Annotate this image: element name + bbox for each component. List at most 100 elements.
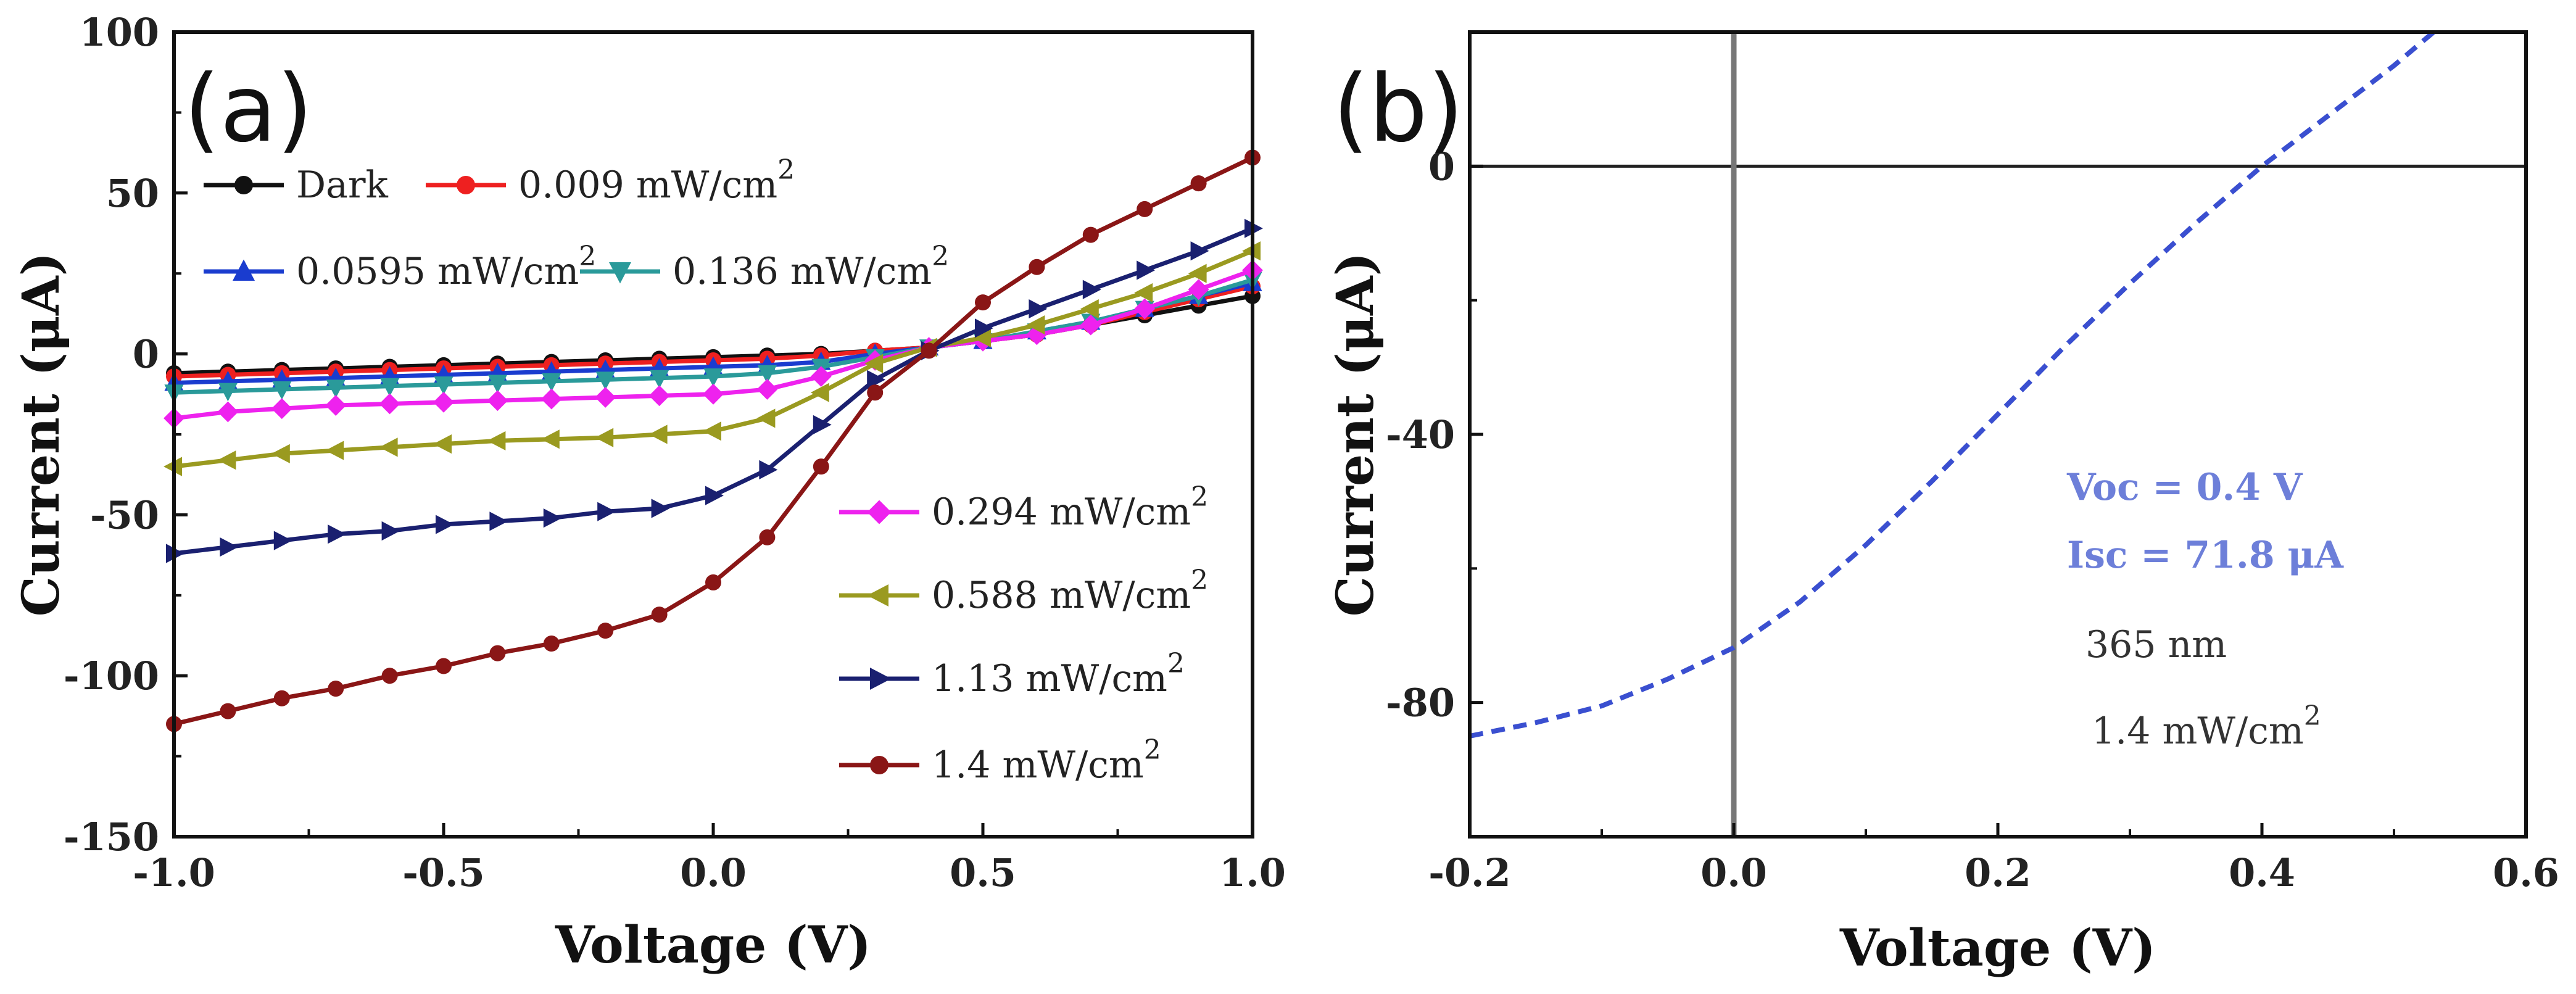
data-point xyxy=(757,365,777,384)
data-point xyxy=(379,393,400,415)
legend-marker xyxy=(870,668,892,690)
data-point xyxy=(975,318,993,338)
panel-b-xlabel: Voltage (V) xyxy=(1839,919,2156,978)
isc-annotation: Isc = 71.8 μA xyxy=(2067,534,2344,577)
data-point xyxy=(867,370,886,389)
data-point xyxy=(651,607,668,623)
data-point xyxy=(217,401,239,423)
y-tick-label: -50 xyxy=(90,492,159,537)
data-point xyxy=(864,354,884,373)
data-point xyxy=(972,328,991,348)
data-point xyxy=(756,408,776,428)
data-point xyxy=(272,381,292,400)
series-7 xyxy=(166,218,1263,563)
data-point xyxy=(648,385,670,407)
y-tick-label: -100 xyxy=(64,653,159,698)
x-tick-label: 0.0 xyxy=(680,850,747,895)
legend-label-text: 1.4 mW/cm xyxy=(932,743,1144,787)
legend-label-superscript: 2 xyxy=(579,241,596,272)
x-tick-label: 0.5 xyxy=(950,850,1016,895)
data-point xyxy=(328,681,344,697)
x-tick-label: 0.0 xyxy=(1700,850,1767,895)
legend-entry: 1.13 mW/cm2 xyxy=(839,648,1185,700)
data-point xyxy=(1134,298,1156,320)
data-point xyxy=(810,383,829,402)
legend-label-superscript: 2 xyxy=(1191,481,1208,513)
data-point xyxy=(487,390,508,412)
y-tick-label: 100 xyxy=(80,10,159,55)
data-point xyxy=(271,398,292,420)
voc-annotation: Voc = 0.4 V xyxy=(2066,466,2303,509)
iv-curve-dashed xyxy=(1469,30,2435,739)
legend-label-text: 0.136 mW/cm xyxy=(673,250,932,293)
legend-marker xyxy=(233,259,255,281)
legend-marker xyxy=(867,584,888,607)
legend-label-text: 0.294 mW/cm xyxy=(932,491,1191,534)
data-point xyxy=(1188,263,1207,283)
legend-entry: Dark xyxy=(204,164,389,207)
data-point xyxy=(273,531,292,550)
x-tick-label: 1.0 xyxy=(1219,850,1286,895)
data-point xyxy=(379,437,398,457)
data-point xyxy=(433,391,454,413)
legend-marker xyxy=(457,176,475,194)
x-tick-label: -1.0 xyxy=(133,850,215,895)
x-tick-label: -0.5 xyxy=(402,850,485,895)
data-point xyxy=(703,421,721,441)
panel-a-label: (a) xyxy=(184,56,313,163)
intensity-annotation: 1.4 mW/cm2 xyxy=(2092,700,2321,753)
legend-label-text: Dark xyxy=(296,164,389,207)
data-point xyxy=(1190,175,1207,192)
panel-a: -1.0 -0.5 0.0 0.5 1.0 100 50 0 -50 -100 -150 (a) V… xyxy=(12,10,1286,975)
data-point xyxy=(1082,226,1099,243)
x-tick-label: 0.6 xyxy=(2493,850,2559,895)
data-point xyxy=(597,502,616,521)
data-point xyxy=(756,379,778,400)
data-point xyxy=(650,370,669,389)
data-point xyxy=(651,499,670,518)
legend-label: 0.294 mW/cm2 xyxy=(932,481,1208,534)
legend-marker xyxy=(609,262,631,284)
data-point xyxy=(703,368,723,387)
legend-entry: 0.136 mW/cm2 xyxy=(580,241,949,293)
data-point xyxy=(542,373,561,392)
series-8 xyxy=(166,149,1261,732)
legend-label-superscript: 2 xyxy=(932,241,949,272)
legend-label: 0.0595 mW/cm2 xyxy=(296,241,596,293)
data-point xyxy=(597,623,614,639)
legend-label-text: 0.588 mW/cm xyxy=(932,574,1191,617)
legend-entry: 0.588 mW/cm2 xyxy=(839,565,1208,617)
data-point xyxy=(487,375,507,394)
data-point xyxy=(1080,299,1099,319)
data-point xyxy=(1029,259,1045,275)
data-point xyxy=(595,387,616,408)
data-point xyxy=(648,425,668,444)
data-point xyxy=(1190,241,1209,261)
data-point xyxy=(759,529,776,545)
data-point xyxy=(703,383,724,405)
data-point xyxy=(1188,279,1209,300)
data-point xyxy=(540,388,562,410)
data-point xyxy=(220,537,239,557)
data-point xyxy=(436,515,454,534)
data-point xyxy=(1137,201,1153,217)
legend-label: 1.13 mW/cm2 xyxy=(932,648,1185,700)
data-point xyxy=(1029,299,1048,319)
data-point xyxy=(1080,314,1101,336)
data-point xyxy=(218,383,238,402)
data-point xyxy=(489,645,506,661)
y-tick-label: -40 xyxy=(1386,412,1455,457)
x-tick-label: 0.2 xyxy=(1965,850,2031,895)
panel-b-ylabel: Current (μA) xyxy=(1326,252,1385,617)
data-point xyxy=(434,376,453,396)
data-point xyxy=(1082,280,1101,299)
legend-label: 0.136 mW/cm2 xyxy=(673,241,949,293)
legend-label-text: 0.009 mW/cm xyxy=(518,164,777,207)
data-point xyxy=(595,371,615,391)
y-tick-label: 0 xyxy=(1428,144,1455,189)
legend-label: Dark xyxy=(296,164,389,207)
data-point xyxy=(1137,260,1156,280)
legend-marker xyxy=(867,500,892,524)
panel-a-ylabel: Current (μA) xyxy=(12,252,71,617)
